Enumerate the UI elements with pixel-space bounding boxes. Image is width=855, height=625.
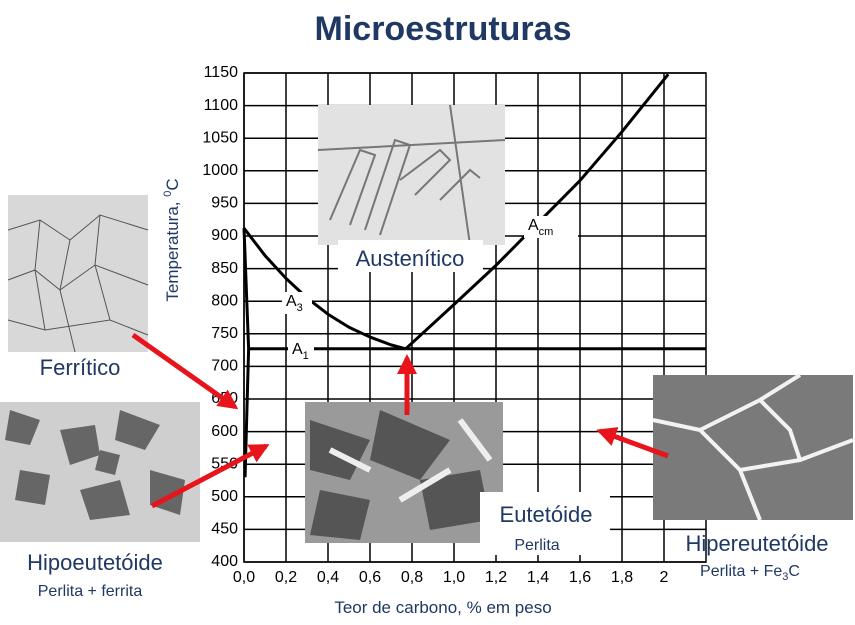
y-tick-label: 550: [211, 455, 238, 472]
sub-caption: Perlita: [514, 537, 559, 554]
micrograph-hypereutectoid: [652, 373, 854, 521]
micrograph-hypoeutectoid: [0, 402, 200, 542]
x-tick-label: 0,6: [359, 569, 381, 586]
y-tick-label: 700: [211, 358, 238, 375]
x-tick-label: 1,2: [485, 569, 507, 586]
caption: Eutetóide: [500, 502, 593, 527]
curve-label-letter: A: [292, 341, 303, 358]
x-tick-label: 1,6: [569, 569, 591, 586]
y-tick-label: 600: [211, 423, 238, 440]
caption: Hipoeutetóide: [27, 550, 163, 575]
curve-label-subscript: 3: [297, 302, 303, 314]
x-tick-label: 0,0: [233, 569, 255, 586]
x-tick-label: 1,0: [443, 569, 465, 586]
sub-caption: Perlita + Fe3C: [700, 563, 800, 583]
caption: Ferrítico: [40, 355, 121, 380]
chart-title: Microestruturas: [315, 10, 572, 48]
curve-label: A1: [292, 341, 309, 362]
y-tick-label: 850: [211, 260, 238, 277]
y-tick-label: 750: [211, 325, 238, 342]
y-tick-label: 800: [211, 292, 238, 309]
curve-label-subscript: 1: [303, 350, 309, 362]
micrograph-austenitic: [317, 104, 506, 246]
x-tick-label: 1,8: [611, 569, 633, 586]
arrows: [131, 332, 669, 509]
curve-label: Acm: [528, 217, 553, 238]
phase-boundary: [242, 228, 251, 478]
curve-label-subscript: cm: [539, 226, 554, 238]
caption: Austenítico: [356, 246, 465, 271]
y-tick-label: 900: [211, 227, 238, 244]
y-tick-label: 500: [211, 488, 238, 505]
x-tick-label: 0,8: [401, 569, 423, 586]
sub-caption: Perlita + ferrita: [38, 583, 143, 600]
micrograph-eutectoid: [305, 402, 503, 543]
caption-bg: [338, 240, 483, 272]
phase-boundary: [242, 227, 407, 351]
curve-label-bg: [524, 216, 578, 238]
y-tick-label: 950: [211, 195, 238, 212]
x-tick-label: 0,4: [317, 569, 339, 586]
y-axis-label: Temperatura, 0C: [162, 178, 182, 301]
x-tick-label: 1,4: [527, 569, 549, 586]
y-tick-label: 1150: [204, 64, 239, 81]
y-tick-label: 450: [211, 521, 238, 538]
y-tick-label: 1100: [204, 97, 239, 114]
curve-label-bg: [288, 340, 314, 362]
caption-bg: [480, 492, 610, 555]
x-tick-label: 0,2: [275, 569, 297, 586]
y-tick-label: 1000: [202, 162, 238, 179]
curve-label-letter: A: [286, 293, 297, 310]
caption: Hipereutetóide: [685, 531, 828, 556]
micrograph-ferritic: [7, 195, 149, 353]
curve-label: A3: [286, 293, 303, 314]
curve-label-letter: A: [528, 217, 539, 234]
y-tick-label: 400: [211, 553, 238, 570]
curve-label-bg: [282, 292, 312, 314]
x-tick-label: 2: [660, 569, 669, 586]
x-axis-label: Teor de carbono, % em peso: [334, 598, 551, 617]
y-tick-label: 1050: [202, 129, 238, 146]
